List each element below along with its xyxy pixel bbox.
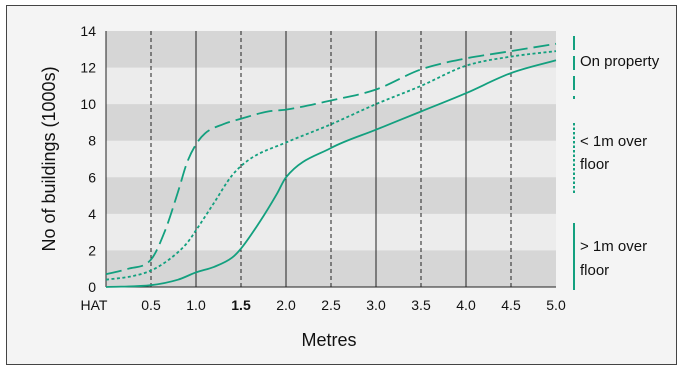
legend-label-2-1: floor	[580, 262, 609, 279]
x-tick-label-2.0: 2.0	[276, 297, 296, 313]
y-tick-label-4: 4	[88, 206, 96, 222]
x-tick-label-HAT: HAT	[81, 297, 108, 313]
y-tick-labels: 0 2 4 6 8 10 12 14	[80, 23, 96, 295]
series-lines	[105, 42, 557, 288]
legend-label-0-0: On property	[580, 53, 660, 70]
x-tick-label-2.5: 2.5	[321, 297, 341, 313]
legend-label-1-0: < 1m over	[580, 133, 647, 150]
x-tick-label-4.0: 4.0	[456, 297, 476, 313]
series-line-0	[105, 42, 557, 276]
series-line-2	[105, 59, 557, 288]
legend-label-2-0: > 1m over	[580, 238, 647, 255]
y-tick-label-0: 0	[88, 279, 96, 295]
x-tick-labels: HAT 0.5 1.0 1.5 2.0 2.5 3.0 3.5 4.0 4.5 5.0	[81, 297, 566, 313]
x-tick-label-1.0: 1.0	[186, 297, 206, 313]
x-tick-label-4.5: 4.5	[501, 297, 521, 313]
legend-label-1-1: floor	[580, 156, 609, 173]
y-tick-label-8: 8	[88, 133, 96, 149]
y-axis-title: No of buildings (1000s)	[39, 66, 59, 251]
y-tick-label-12: 12	[80, 60, 96, 76]
legend: On property < 1m over floor > 1m over floor	[573, 36, 660, 290]
y-tick-label-6: 6	[88, 169, 96, 185]
y-tick-label-10: 10	[80, 96, 96, 112]
x-tick-label-3.0: 3.0	[366, 297, 386, 313]
series-line-1	[105, 50, 557, 281]
y-tick-label-2: 2	[88, 242, 96, 258]
x-tick-label-5.0: 5.0	[546, 297, 566, 313]
y-tick-label-14: 14	[80, 23, 96, 39]
chart-frame: 0 2 4 6 8 10 12 14 HAT 0.5 1.0 1.5 2.0 2.5 3.0 3.5 4.0 4…	[6, 5, 677, 365]
x-axis-title: Metres	[301, 330, 356, 350]
x-tick-label-1.5: 1.5	[231, 297, 251, 313]
flood-buildings-chart: 0 2 4 6 8 10 12 14 HAT 0.5 1.0 1.5 2.0 2.5 3.0 3.5 4.0 4…	[39, 23, 660, 350]
x-tick-label-0.5: 0.5	[141, 297, 161, 313]
x-tick-label-3.5: 3.5	[411, 297, 431, 313]
